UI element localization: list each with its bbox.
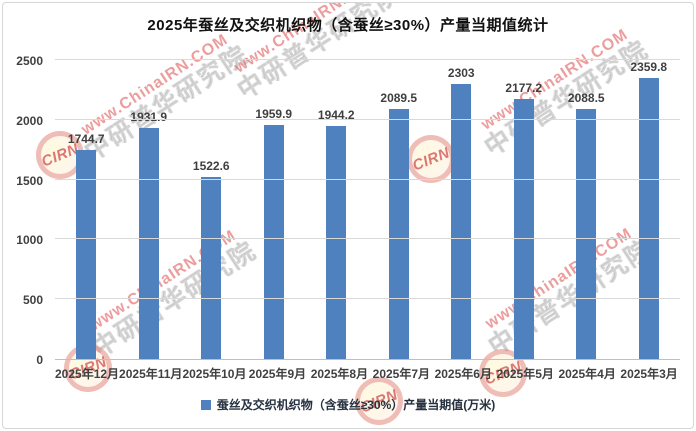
bar-slot: 2177.2: [493, 60, 556, 359]
bar: [326, 126, 347, 359]
bar-value-label: 2303: [447, 65, 475, 80]
bar-value-label: 1959.9: [255, 106, 293, 121]
chart-title: 2025年蚕丝及交织机织物（含蚕丝≥30%）产量当期值统计: [147, 17, 549, 34]
y-tick-label: 1500: [16, 173, 43, 188]
y-tick-label: 0: [36, 353, 43, 367]
gridline: [55, 59, 680, 60]
bar: [451, 83, 472, 359]
gridline: [55, 178, 680, 180]
bar-value-label: 1931.9: [130, 109, 168, 124]
bar-value-label: 1944.2: [317, 108, 355, 123]
bar-chart: 2025年蚕丝及交织机织物（含蚕丝≥30%）产量当期值统计 0 500 1000 15…: [3, 3, 693, 428]
plot-area: 1744.7 1931.9 1522.6 1959.9 1944.2 2089.5 2303…: [55, 59, 680, 360]
bar: [388, 109, 409, 359]
legend-swatch: [200, 399, 211, 410]
x-tick-label: 2025年3月: [620, 367, 678, 381]
bar: [638, 78, 659, 359]
x-tick-label: 2025年12月: [55, 367, 120, 381]
legend: 蚕丝及交织机织物（含蚕丝≥30%）产量当期值(万米): [3, 396, 693, 413]
bar: [201, 176, 222, 359]
bar-value-label: 2088.5: [567, 91, 605, 106]
bar-slot: 2088.5: [555, 60, 618, 359]
bar: [513, 98, 534, 359]
bar: [576, 109, 597, 359]
bar-slot: 1931.9: [118, 60, 181, 359]
x-tick-label: 2025年10月: [182, 367, 247, 381]
x-axis: 2025年12月 2025年11月 2025年10月 2025年9月 2025年8月 20…: [55, 365, 680, 382]
y-tick-label: 1000: [16, 233, 43, 248]
bar-slot: 1944.2: [305, 60, 368, 359]
bar-slot: 1744.7: [55, 60, 118, 359]
x-tick-label: 2025年4月: [558, 367, 616, 381]
y-tick-label: 500: [22, 293, 43, 308]
bar: [138, 127, 159, 359]
bar-series: 1744.7 1931.9 1522.6 1959.9 1944.2 2089.5 2303…: [55, 60, 680, 359]
x-tick-label: 2025年7月: [372, 367, 431, 381]
bar: [263, 124, 284, 359]
legend-label: 蚕丝及交织机织物（含蚕丝≥30%）产量当期值(万米): [216, 398, 496, 412]
bar-slot: 1522.6: [180, 60, 243, 359]
bar-slot: 2089.5: [368, 60, 431, 359]
bar: [76, 150, 97, 359]
x-tick-label: 2025年11月: [119, 367, 183, 381]
gridline: [55, 118, 680, 120]
bar-value-label: 2177.2: [505, 80, 543, 95]
bar-slot: 1959.9: [243, 60, 306, 359]
bar-value-label: 1744.7: [67, 132, 105, 147]
bar-slot: 2303: [430, 60, 493, 359]
bar-value-label: 2089.5: [380, 91, 418, 106]
x-tick-label: 2025年8月: [310, 367, 369, 381]
y-tick-label: 2500: [16, 54, 43, 68]
bar-slot: 2359.8: [618, 60, 681, 359]
bar-value-label: 1522.6: [192, 158, 230, 173]
gridline: [55, 238, 680, 240]
y-axis: 0 500 1000 1500 2000 2500: [3, 54, 49, 367]
x-tick-label: 2025年6月: [434, 367, 492, 381]
bar-value-label: 2359.8: [630, 60, 668, 74]
x-tick-label: 2025年9月: [248, 367, 307, 381]
x-tick-label: 2025年5月: [496, 367, 554, 381]
gridline: [55, 298, 680, 300]
y-tick-label: 2000: [16, 113, 43, 128]
